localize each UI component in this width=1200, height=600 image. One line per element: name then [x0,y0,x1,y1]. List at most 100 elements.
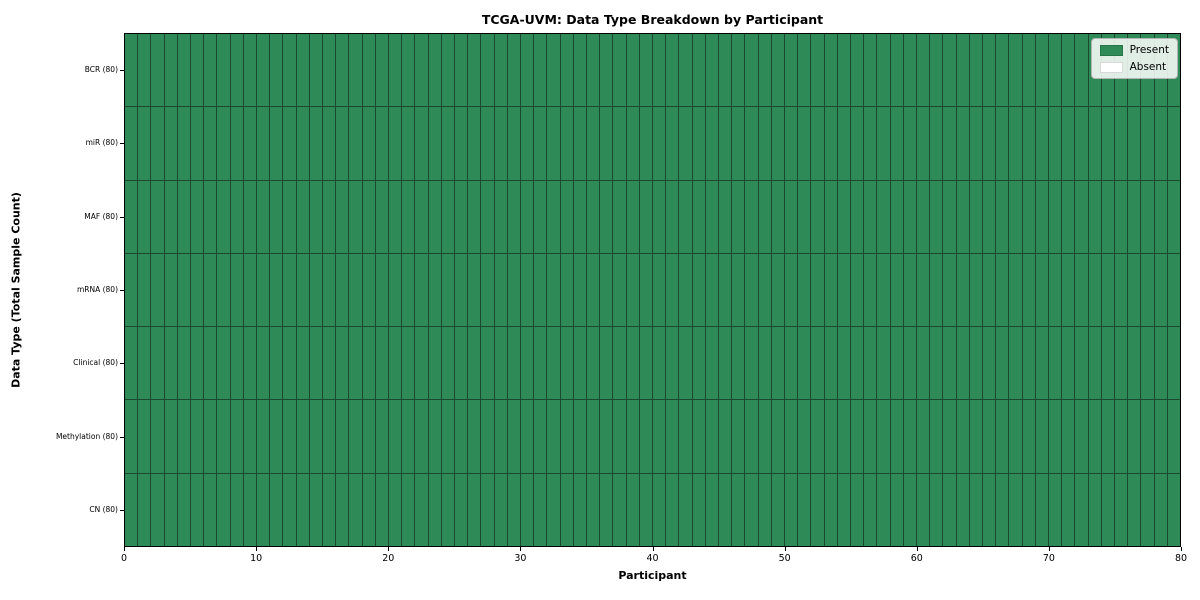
heatmap-cell [322,107,336,180]
x-tick-mark [652,547,654,551]
heatmap-cell [903,107,916,180]
heatmap-cell [1048,253,1062,327]
heatmap-cell [666,107,679,180]
heatmap-cell [758,327,771,400]
heatmap-cell [534,400,547,473]
x-tick-label: 60 [910,553,923,564]
heatmap-cell [230,107,243,180]
heatmap-cell [1128,473,1141,546]
heatmap-cell [864,400,877,473]
heatmap-cell [468,107,481,180]
heatmap-cell [1022,107,1035,180]
heatmap-cell [336,327,349,400]
heatmap-cell [718,253,732,327]
heatmap-cell [1035,400,1048,473]
heatmap-cell [1022,327,1035,400]
heatmap-cell [982,400,996,473]
heatmap-cell [613,473,626,546]
y-tick-label: mRNA (80) [76,285,118,294]
heatmap-cell [1062,327,1075,400]
heatmap-cell [850,400,864,473]
heatmap-cell [969,107,982,180]
heatmap-cell [916,253,930,327]
heatmap-cell [982,473,996,546]
heatmap-cell [798,34,811,107]
heatmap-cell [784,327,798,400]
heatmap-cell [494,400,507,473]
heatmap-cell [1114,107,1128,180]
heatmap-cell [890,34,903,107]
heatmap-cell [125,107,138,180]
heatmap-cell [745,253,758,327]
heatmap-cell [586,327,600,400]
heatmap-cell [837,327,850,400]
heatmap-cell [864,34,877,107]
heatmap-cell [362,327,375,400]
heatmap-cell [877,253,890,327]
heatmap-cell [283,180,296,253]
heatmap-cell [679,107,692,180]
heatmap-cell [666,473,679,546]
heatmap-cell [1075,327,1088,400]
heatmap-cell [362,34,375,107]
heatmap-cell [415,473,428,546]
heatmap-cell [520,34,534,107]
heatmap-cell [916,107,930,180]
heatmap-cell [1035,473,1048,546]
heatmap-cell [877,400,890,473]
heatmap-cell [811,107,824,180]
heatmap-cell [996,473,1009,546]
heatmap-cell [507,34,520,107]
heatmap-cell [930,473,943,546]
heatmap-cell [811,400,824,473]
heatmap-cell [943,400,956,473]
heatmap-cell [1101,180,1114,253]
heatmap-cell [1167,473,1180,546]
heatmap-cell [798,327,811,400]
heatmap-cell [138,34,151,107]
heatmap-cell [230,400,243,473]
heatmap-cell [613,400,626,473]
heatmap-cell [547,327,560,400]
heatmap-cell [718,473,732,546]
heatmap-cell [375,107,388,180]
heatmap-cell [903,180,916,253]
heatmap-cell [626,253,639,327]
heatmap-cell [1128,180,1141,253]
heatmap-cell [204,180,217,253]
heatmap-cell [771,107,784,180]
heatmap-cell [666,253,679,327]
heatmap-cell [784,473,798,546]
heatmap-cell [375,327,388,400]
heatmap-cell [982,34,996,107]
heatmap-cell [771,34,784,107]
heatmap-cell [454,327,468,400]
y-tick-mark [120,216,124,218]
x-tick-mark [520,547,522,551]
heatmap-cell [600,34,613,107]
heatmap-cell [388,34,402,107]
heatmap-cell [1141,400,1154,473]
heatmap-cell [1009,400,1022,473]
heatmap-cell [402,473,415,546]
heatmap-cell [798,180,811,253]
heatmap-cell [652,473,666,546]
heatmap-cell [705,473,718,546]
heatmap-cell [758,253,771,327]
heatmap-cell [1048,327,1062,400]
heatmap-cell [732,107,745,180]
heatmap-cell [639,253,652,327]
heatmap-cell [1154,473,1167,546]
heatmap-cell [652,253,666,327]
heatmap-cell [600,107,613,180]
heatmap-cell [613,253,626,327]
heatmap-cell [692,34,705,107]
heatmap-cell [468,253,481,327]
heatmap-cell [837,34,850,107]
heatmap-cell [402,34,415,107]
heatmap-cell [639,400,652,473]
heatmap-cell [309,473,322,546]
heatmap-cell [586,107,600,180]
heatmap-cell [283,107,296,180]
heatmap-cell [798,473,811,546]
